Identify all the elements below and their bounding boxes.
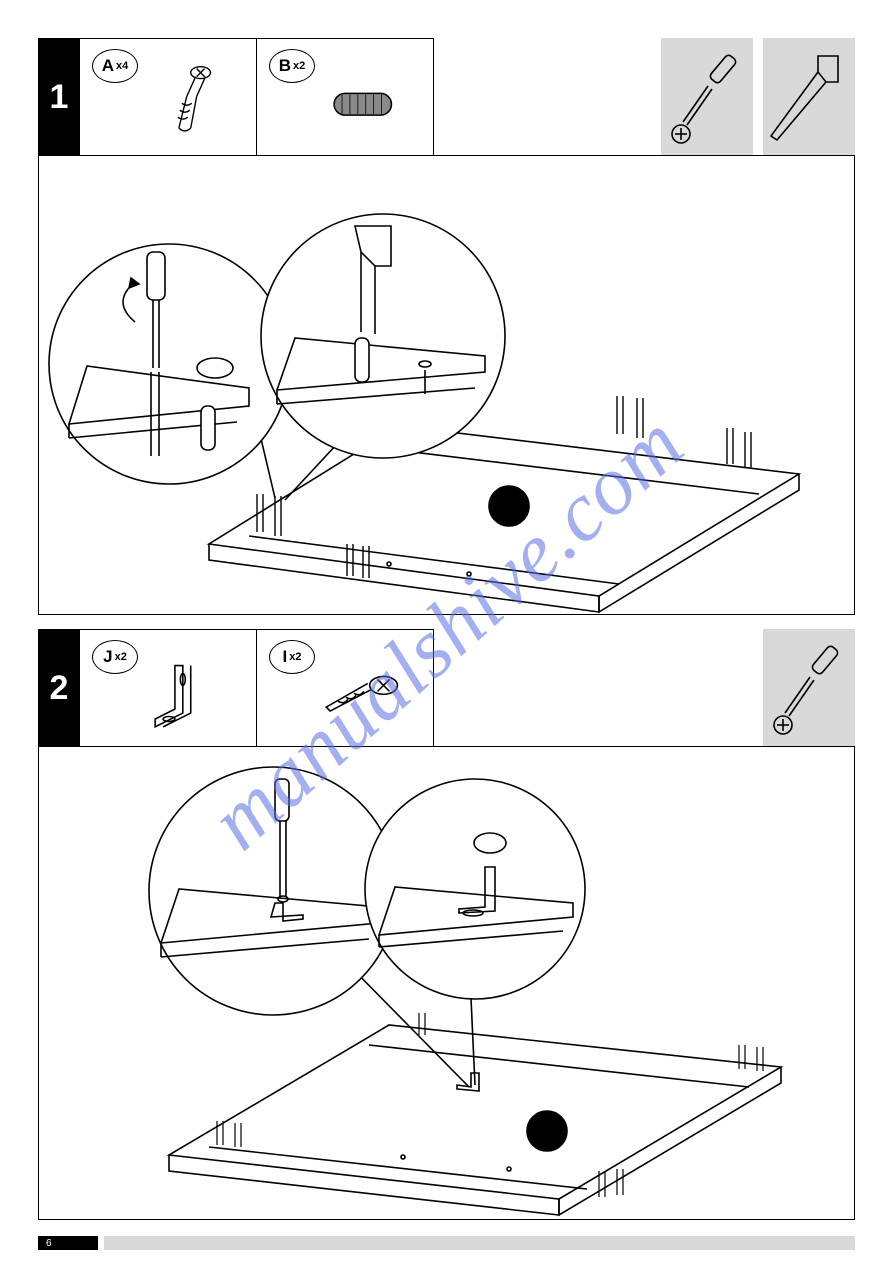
screwdriver-icon	[763, 629, 855, 747]
page-footer: 6	[38, 1236, 855, 1250]
phillips-screwdriver-tool	[661, 38, 753, 156]
step2-illustration-panel	[38, 746, 855, 1220]
step1-illustration	[39, 156, 854, 614]
cam-bolt-icon	[80, 39, 256, 156]
step1-header: 1 A x4 B	[38, 38, 855, 156]
screw-icon	[257, 630, 433, 747]
step1-part-a-box: A x4	[79, 38, 257, 156]
step2-part-i-box: I x2	[256, 629, 434, 747]
step1-part-b-box: B x2	[256, 38, 434, 156]
step2-number: 2	[50, 669, 69, 708]
step1-number-tab: 1	[38, 38, 80, 156]
page-number: 6	[38, 1236, 98, 1250]
step2-number-tab: 2	[38, 629, 80, 747]
footer-bar	[104, 1236, 855, 1250]
step1-number: 1	[50, 78, 69, 117]
step2-header: 2 J x2 I x2	[38, 629, 855, 747]
wooden-dowel-icon	[257, 39, 433, 156]
phillips-screwdriver-tool	[763, 629, 855, 747]
hammer-icon	[763, 38, 855, 156]
step1-illustration-panel	[38, 155, 855, 615]
l-bracket-icon	[80, 630, 256, 747]
step2-illustration	[39, 747, 854, 1219]
step2-part-j-box: J x2	[79, 629, 257, 747]
step1-tools	[661, 38, 855, 156]
screwdriver-icon	[661, 38, 753, 156]
hammer-tool	[763, 38, 855, 156]
step2-tools	[763, 629, 855, 747]
